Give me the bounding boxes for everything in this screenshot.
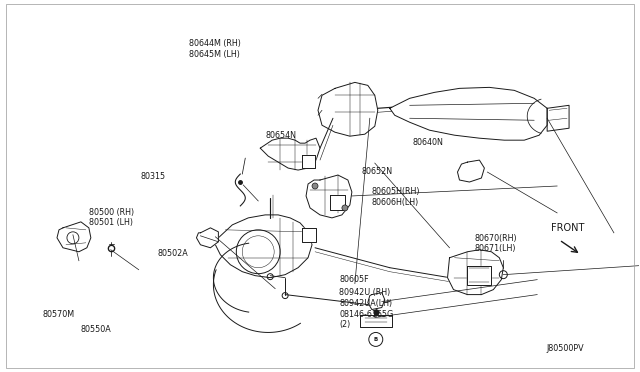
- Text: 08146-6165G
(2): 08146-6165G (2): [339, 310, 394, 329]
- Polygon shape: [458, 160, 484, 182]
- Text: 80644M (RH)
80645M (LH): 80644M (RH) 80645M (LH): [189, 39, 241, 58]
- Text: 80605H(RH)
80606H(LH): 80605H(RH) 80606H(LH): [371, 187, 419, 207]
- Circle shape: [312, 183, 318, 189]
- Polygon shape: [467, 266, 492, 285]
- Text: 80942U (RH)
80942UA(LH): 80942U (RH) 80942UA(LH): [339, 288, 392, 308]
- Polygon shape: [368, 293, 385, 310]
- Polygon shape: [196, 228, 218, 248]
- Text: J80500PV: J80500PV: [547, 344, 584, 353]
- Text: 80550A: 80550A: [81, 325, 111, 334]
- Polygon shape: [212, 215, 312, 278]
- Polygon shape: [260, 138, 320, 170]
- Text: B: B: [374, 337, 378, 342]
- Text: 80605F: 80605F: [339, 275, 369, 284]
- Text: 80654N: 80654N: [266, 131, 297, 141]
- Polygon shape: [57, 222, 91, 252]
- Polygon shape: [330, 195, 345, 210]
- Text: 80315: 80315: [140, 172, 165, 181]
- Text: FRONT: FRONT: [551, 222, 584, 232]
- Text: 80502A: 80502A: [157, 249, 188, 258]
- Bar: [6, 4, 634, 368]
- Text: 80640N: 80640N: [412, 138, 444, 147]
- Circle shape: [342, 205, 348, 211]
- Polygon shape: [318, 82, 378, 136]
- Polygon shape: [306, 175, 352, 218]
- Polygon shape: [302, 228, 316, 242]
- Text: 80570M: 80570M: [43, 311, 75, 320]
- Text: 80500 (RH)
80501 (LH): 80500 (RH) 80501 (LH): [89, 208, 134, 227]
- Polygon shape: [302, 155, 315, 168]
- Polygon shape: [547, 105, 569, 131]
- Polygon shape: [447, 250, 503, 295]
- Text: 80670(RH)
80671(LH): 80670(RH) 80671(LH): [474, 234, 517, 253]
- Polygon shape: [390, 87, 547, 140]
- Text: 80652N: 80652N: [362, 167, 392, 176]
- Polygon shape: [360, 314, 392, 327]
